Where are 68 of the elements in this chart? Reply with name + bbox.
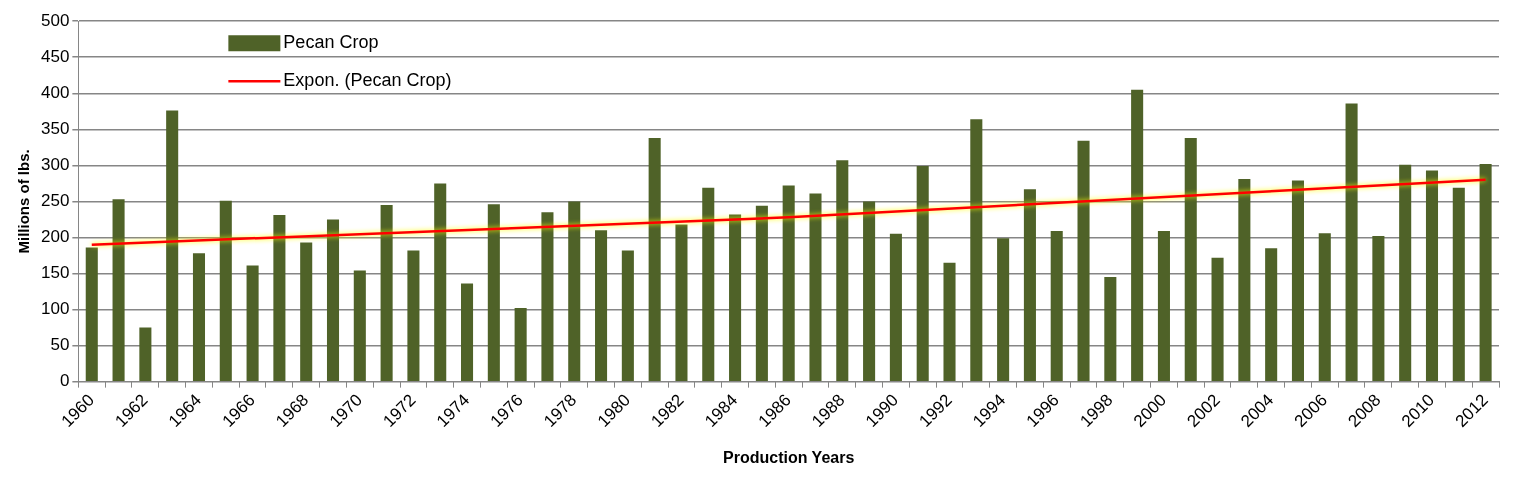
bar [461,283,474,381]
x-axis-title: Production Years [723,448,855,466]
bar [889,233,902,381]
bar [1104,277,1117,381]
bar [514,308,527,381]
bar [595,230,608,381]
y-tick-label: 400 [40,82,70,102]
bar [246,265,259,381]
bar [1023,189,1036,381]
bar [782,185,795,381]
bar [621,250,634,381]
legend-label: Expon. (Pecan Crop) [283,70,452,91]
bar [353,270,366,381]
bar [1318,233,1331,381]
bar [1291,180,1304,381]
y-tick-label: 250 [40,191,70,211]
bar [192,253,206,381]
bar [1211,257,1224,381]
bar [1077,140,1090,381]
bar [943,262,956,381]
bar [1479,163,1492,381]
bar [836,160,849,381]
y-tick-label: 450 [40,46,70,66]
bar [1425,170,1439,381]
y-tick-label: 150 [40,263,70,283]
bar [1050,230,1063,381]
bar [997,238,1010,381]
bar [487,204,500,381]
bar [755,205,768,381]
bar [1372,236,1385,381]
bar [648,137,661,381]
legend-label: Pecan Crop [283,32,379,53]
bar [407,250,420,381]
bar [300,242,313,381]
bar [273,215,286,381]
bar [916,166,929,381]
bar [809,193,822,381]
bar [1157,230,1170,381]
bar [434,183,447,381]
bar [970,119,983,381]
bar [729,214,742,381]
bar [1345,103,1358,381]
bar [568,201,581,381]
y-tick-label: 200 [40,227,70,247]
bar [1265,248,1278,381]
bar [112,199,125,381]
y-tick-label: 500 [40,10,70,30]
y-tick-label: 0 [59,371,70,391]
bar [1238,179,1251,381]
bar [326,219,340,381]
bar [675,224,688,381]
bar [541,212,554,381]
y-axis-title: Millions of lbs. [15,149,33,254]
y-tick-label: 350 [40,119,70,139]
bar [166,110,179,381]
bar [1184,137,1197,381]
y-tick-label: 50 [50,335,70,355]
y-tick-label: 300 [40,155,70,175]
bar [219,200,232,381]
bar [1452,187,1465,381]
bar [85,247,98,381]
bar [1131,89,1144,381]
y-tick-label: 100 [40,299,70,319]
bar [380,205,393,381]
bar [1399,164,1412,381]
bar [863,201,876,381]
bar [702,187,715,381]
bar [139,327,152,381]
